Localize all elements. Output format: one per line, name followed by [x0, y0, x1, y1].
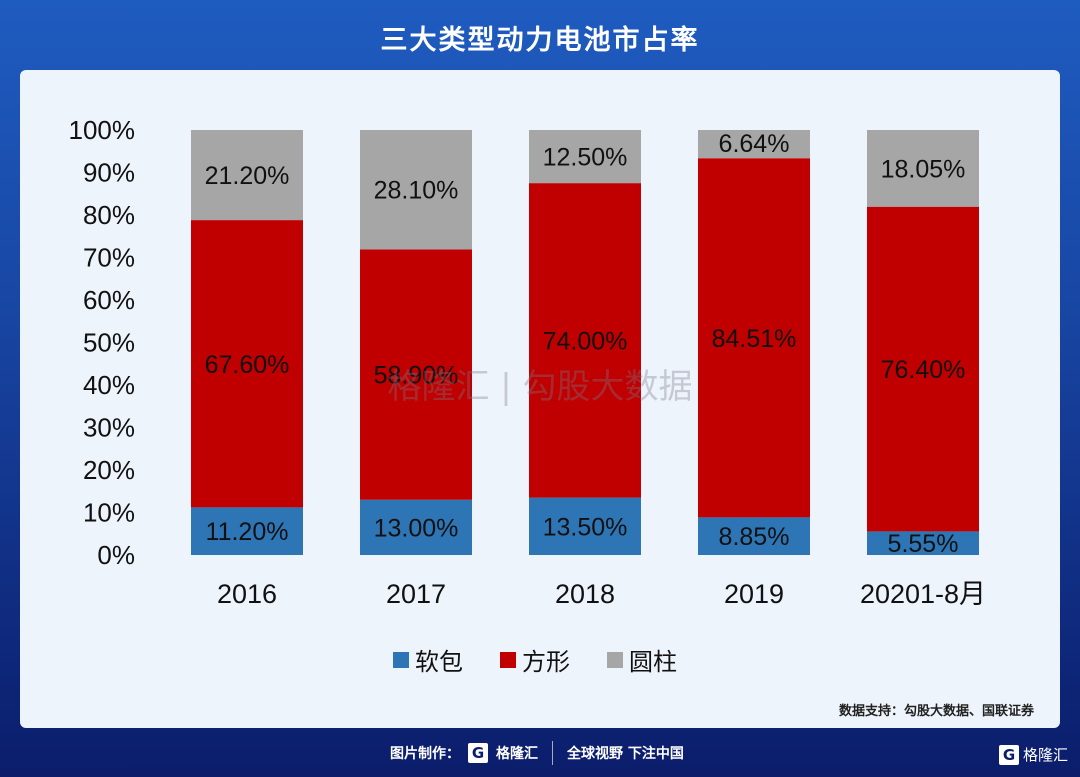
bar-segment-方形 — [698, 158, 810, 518]
data-label: 18.05% — [881, 155, 966, 183]
data-label: 67.60% — [205, 351, 290, 379]
x-tick-label: 2019 — [724, 579, 784, 609]
y-tick-label: 40% — [83, 370, 135, 400]
gelonghui-logo-icon: G — [468, 743, 488, 763]
footer: 图片制作： G 格隆汇 全球视野 下注中国 — [390, 741, 684, 765]
x-tick-label: 2016 — [217, 579, 277, 609]
y-tick-label: 90% — [83, 158, 135, 188]
data-label: 74.00% — [543, 327, 628, 355]
y-tick-label: 100% — [69, 115, 136, 145]
bar-segment-软包 — [867, 531, 979, 555]
y-tick-label: 0% — [97, 540, 135, 570]
y-tick-label: 10% — [83, 498, 135, 528]
bar-segment-软包 — [698, 517, 810, 555]
y-tick-label: 80% — [83, 200, 135, 230]
data-label: 12.50% — [543, 144, 628, 172]
bar-segment-软包 — [529, 497, 641, 555]
data-label: 13.00% — [374, 514, 459, 542]
legend-swatch — [607, 652, 623, 668]
x-tick-label: 20201-8月 — [860, 579, 986, 609]
bar-segment-圆柱 — [529, 130, 641, 184]
bar-segment-方形 — [360, 249, 472, 500]
corner-brand: 格隆汇 — [1022, 746, 1068, 764]
legend-label: 方形 — [522, 648, 570, 676]
y-tick-label: 30% — [83, 413, 135, 443]
data-label: 5.55% — [888, 530, 959, 558]
x-tick-label: 2017 — [386, 579, 446, 609]
y-tick-label: 60% — [83, 285, 135, 315]
made-by-label: 图片制作： — [390, 746, 460, 762]
gelonghui-logo-icon: G — [998, 744, 1019, 765]
data-label: 28.10% — [374, 177, 459, 205]
brand-name: 格隆汇 — [496, 746, 538, 762]
chart-title: 三大类型动力电池市占率 — [380, 25, 700, 56]
data-label: 6.64% — [719, 130, 790, 158]
data-label: 84.51% — [712, 325, 797, 353]
bar-segment-圆柱 — [867, 130, 979, 207]
legend-label: 软包 — [415, 648, 463, 676]
data-label: 58.90% — [374, 362, 459, 390]
data-label: 8.85% — [719, 523, 790, 551]
bar-segment-软包 — [360, 499, 472, 555]
slogan: 全球视野 下注中国 — [567, 746, 684, 762]
y-tick-label: 20% — [83, 455, 135, 485]
bar-segment-圆柱 — [191, 130, 303, 221]
divider — [552, 741, 553, 765]
data-label: 13.50% — [543, 513, 628, 541]
data-label: 21.20% — [205, 162, 290, 190]
legend-swatch — [500, 652, 516, 668]
bar-segment-圆柱 — [698, 130, 810, 159]
data-label: 11.20% — [206, 518, 289, 546]
bar-segment-圆柱 — [360, 130, 472, 250]
legend-swatch — [393, 652, 409, 668]
bar-segment-方形 — [867, 206, 979, 532]
data-source: 数据支持：勾股大数据、国联证券 — [838, 704, 1034, 719]
bar-segment-软包 — [191, 507, 303, 555]
legend-label: 圆柱 — [629, 648, 677, 676]
watermark: 格隆汇 | 勾股大数据 — [387, 367, 692, 407]
corner-logo: G 格隆汇 — [998, 744, 1068, 765]
x-tick-label: 2018 — [555, 579, 615, 609]
y-tick-label: 50% — [83, 328, 135, 358]
bar-segment-方形 — [191, 220, 303, 508]
bar-segment-方形 — [529, 183, 641, 498]
data-label: 76.40% — [881, 356, 966, 384]
y-tick-label: 70% — [83, 243, 135, 273]
